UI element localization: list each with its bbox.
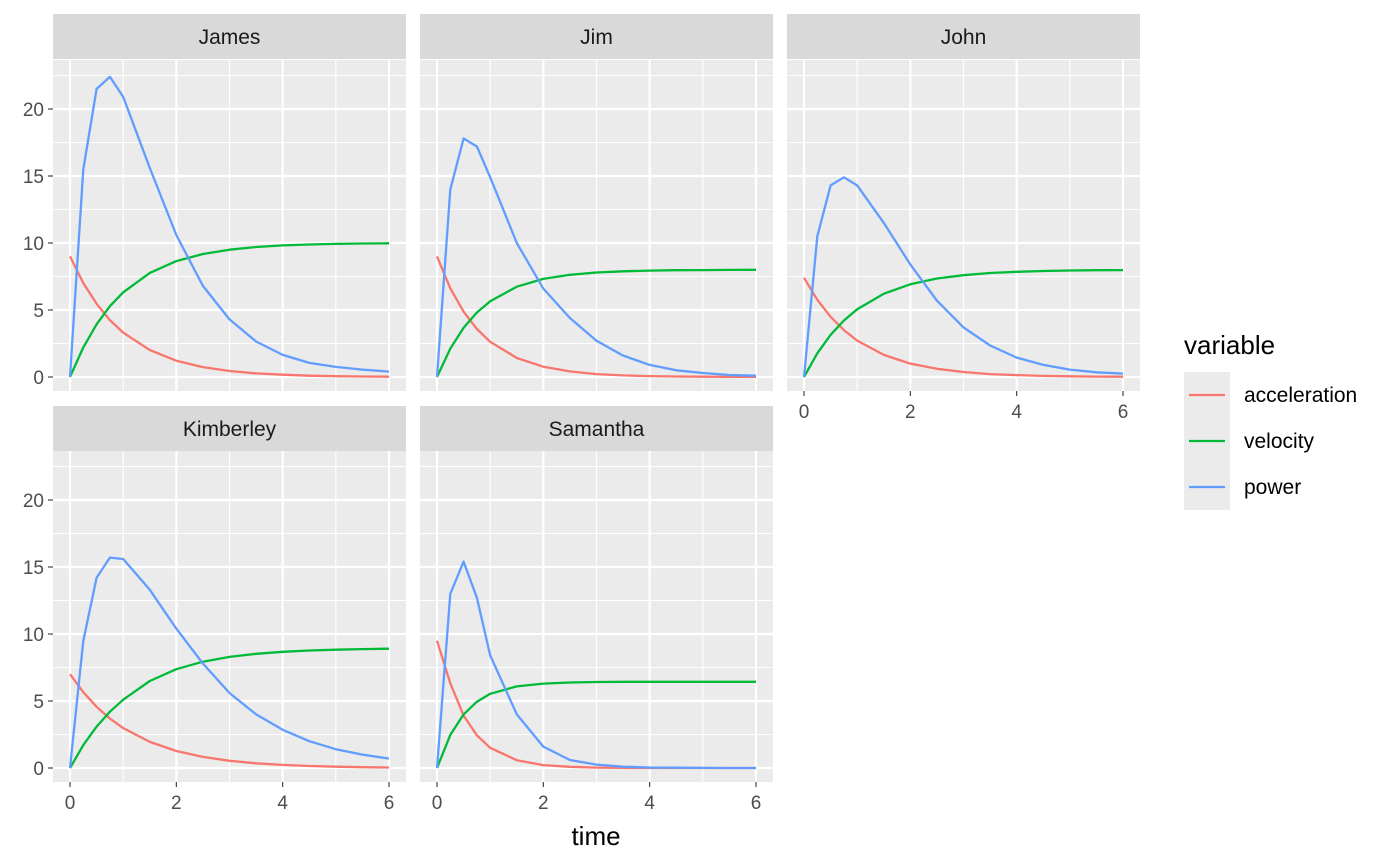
series-line-acceleration [803, 277, 1124, 378]
x-tick-label: 2 [905, 402, 916, 423]
facet-strip-label: John [941, 26, 987, 49]
series-line-acceleration [69, 673, 390, 769]
series-line-power [68, 556, 390, 769]
y-tick-label: 10 [23, 625, 44, 646]
series-line-velocity [68, 242, 390, 378]
legend-label: acceleration [1244, 384, 1357, 407]
x-tick-label: 4 [644, 793, 655, 814]
legend-entry-acceleration: acceleration [1184, 372, 1357, 418]
x-tick-label: 4 [1011, 402, 1022, 423]
legend-entry-velocity: velocity [1184, 418, 1315, 464]
x-tick-label: 2 [171, 793, 182, 814]
legend: variable acceleration velocity power [1184, 330, 1357, 510]
y-tick-label: 15 [23, 558, 44, 579]
x-axis-title: time [571, 821, 620, 851]
facet-kimberley: Kimberley 0 5 10 15 20 0 2 4 6 [23, 406, 406, 814]
x-tick-label: 2 [538, 793, 549, 814]
facet-strip [787, 14, 1140, 59]
x-tick-label: 6 [751, 793, 762, 814]
facet-strip [420, 14, 773, 59]
y-tick-label: 10 [23, 234, 44, 255]
facet-james: James 0 5 10 15 20 [23, 14, 406, 391]
facet-jim: Jim [420, 14, 773, 391]
facet-samantha: Samantha 0 2 4 6 [420, 406, 773, 814]
y-tick-label: 0 [33, 368, 44, 389]
series-line-acceleration [435, 255, 756, 379]
x-tick-label: 6 [1118, 402, 1129, 423]
y-tick-label: 15 [23, 167, 44, 188]
series-line-power [435, 137, 757, 378]
x-tick-label: 6 [384, 793, 395, 814]
x-tick-label: 0 [432, 793, 443, 814]
series-line-power [435, 560, 756, 770]
y-tick-label: 5 [33, 692, 44, 713]
series-line-power [68, 75, 390, 378]
x-tick-label: 4 [277, 793, 288, 814]
facet-strip [53, 14, 406, 59]
series-line-acceleration [68, 255, 390, 378]
legend-label: power [1244, 476, 1301, 499]
y-tick-label: 5 [33, 301, 44, 322]
legend-entry-power: power [1184, 464, 1301, 510]
facet-strip-label: Kimberley [183, 418, 277, 441]
legend-title: variable [1184, 330, 1275, 360]
x-tick-label: 0 [65, 793, 76, 814]
facet-strip-label: Samantha [549, 418, 645, 441]
facet-john: John 0 2 4 6 [787, 14, 1140, 423]
series-line-velocity [435, 268, 757, 378]
y-tick-label: 20 [23, 491, 44, 512]
series-line-velocity [802, 268, 1124, 378]
legend-label: velocity [1244, 430, 1315, 453]
facet-strip-label: Jim [580, 26, 613, 49]
series-line-power [802, 176, 1124, 378]
y-tick-label: 20 [23, 100, 44, 121]
facet-strip-label: James [199, 26, 261, 49]
x-tick-label: 0 [799, 402, 810, 423]
series-line-velocity [435, 680, 756, 769]
facet-strip [420, 406, 773, 451]
y-tick-label: 0 [33, 759, 44, 780]
facet-strip [53, 406, 406, 451]
